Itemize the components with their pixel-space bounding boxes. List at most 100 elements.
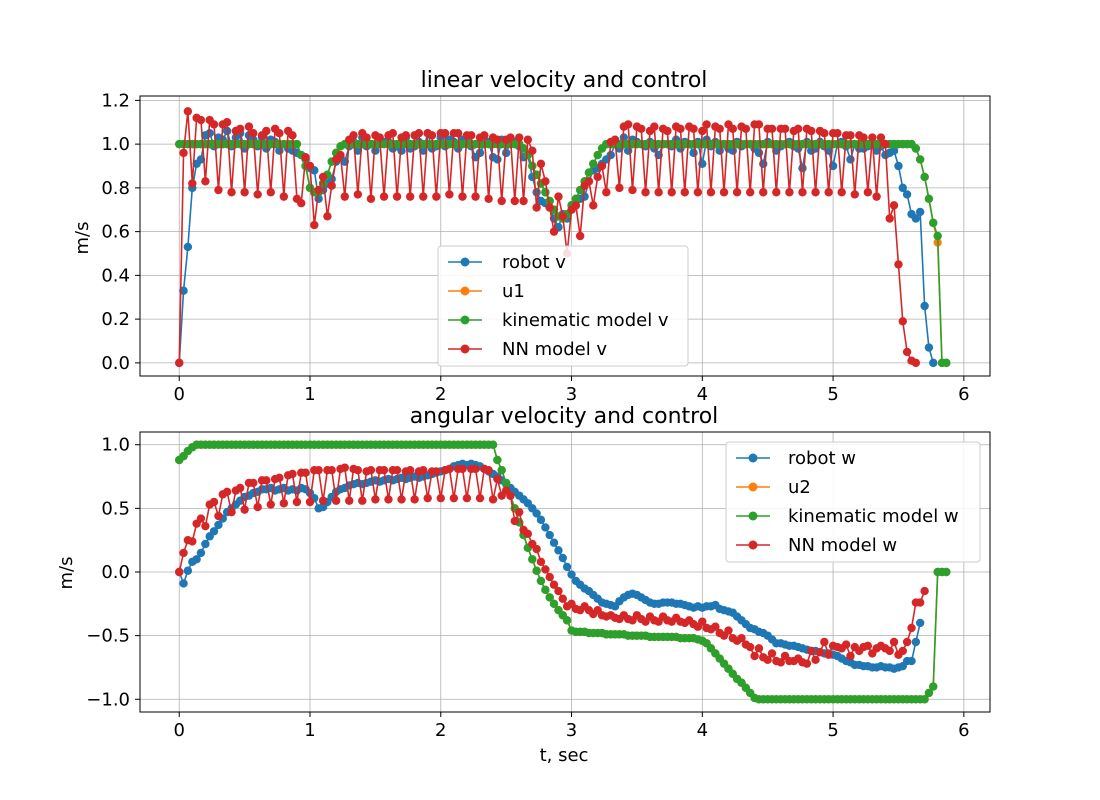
data-point <box>528 555 537 564</box>
data-point <box>885 214 894 223</box>
data-point <box>933 231 942 241</box>
data-point <box>175 358 184 368</box>
data-point <box>235 124 245 134</box>
data-point <box>532 188 541 197</box>
data-point <box>515 507 524 517</box>
data-point <box>859 133 868 142</box>
data-point <box>528 146 537 155</box>
data-point <box>929 218 938 228</box>
legend: robot v u1 kinematic model v NN model v <box>437 245 689 367</box>
data-point <box>802 659 812 668</box>
legend-marker <box>460 344 470 354</box>
data-point <box>793 124 803 134</box>
data-point <box>318 496 328 505</box>
data-point <box>841 640 851 649</box>
data-point <box>445 464 454 474</box>
data-point <box>405 465 415 475</box>
data-point <box>745 188 755 197</box>
data-point <box>815 647 825 657</box>
data-point <box>915 155 925 164</box>
data-point <box>915 598 925 607</box>
data-point <box>549 599 559 609</box>
data-point <box>902 190 912 199</box>
data-point <box>397 495 406 504</box>
data-point <box>545 572 554 582</box>
legend-marker <box>748 540 758 550</box>
data-point <box>397 146 406 155</box>
data-point <box>423 493 432 503</box>
x-tick-label: 3 <box>566 720 577 741</box>
data-point <box>663 126 672 136</box>
plot-frame <box>139 95 991 377</box>
data-point <box>484 194 493 204</box>
data-point <box>528 161 537 171</box>
data-point <box>214 511 223 521</box>
data-point <box>798 163 807 173</box>
data-point <box>349 131 358 140</box>
data-point <box>209 527 219 536</box>
data-point <box>641 188 650 197</box>
legend-box <box>437 245 689 367</box>
x-axis-label: t, sec <box>540 745 589 766</box>
data-point <box>593 150 602 160</box>
data-point <box>889 146 899 155</box>
data-point <box>536 515 546 525</box>
data-point <box>920 586 929 596</box>
data-point <box>549 227 559 236</box>
data-point <box>571 194 581 204</box>
data-point <box>536 159 546 169</box>
data-point <box>907 623 916 633</box>
data-point <box>384 495 393 504</box>
series-line <box>178 111 917 364</box>
data-point <box>911 214 921 223</box>
data-point <box>767 649 777 658</box>
data-point <box>702 120 711 129</box>
data-point <box>872 192 881 201</box>
data-point <box>532 203 541 212</box>
data-point <box>458 464 467 474</box>
data-point <box>545 530 554 540</box>
x-tick-label: 2 <box>435 384 446 405</box>
data-point <box>340 192 349 201</box>
data-point <box>379 192 389 201</box>
data-point <box>201 539 210 549</box>
data-point <box>414 128 424 138</box>
data-point <box>192 555 201 564</box>
data-point <box>820 128 829 138</box>
data-point <box>811 655 820 665</box>
data-point <box>680 188 689 197</box>
data-point <box>314 465 323 475</box>
data-point <box>942 358 951 368</box>
data-point <box>235 483 245 493</box>
data-point <box>497 465 506 475</box>
data-point <box>493 474 502 484</box>
data-point <box>0 359 4 367</box>
data-point <box>462 493 472 503</box>
data-point <box>924 343 934 352</box>
x-tick-label: 1 <box>304 384 315 405</box>
data-point <box>371 495 380 504</box>
data-point <box>876 133 886 142</box>
data-point <box>331 496 341 505</box>
y-tick-label: 0.2 <box>101 309 130 330</box>
data-point <box>942 567 951 577</box>
data-point <box>209 120 219 129</box>
data-point <box>907 656 916 666</box>
data-point <box>798 188 807 197</box>
x-tick-label: 0 <box>174 720 185 741</box>
data-point <box>179 548 188 558</box>
data-point <box>915 618 925 628</box>
x-tick-label: 0 <box>174 384 185 405</box>
x-tick-label: 4 <box>697 720 708 741</box>
data-point <box>471 464 480 474</box>
data-point <box>571 201 581 210</box>
data-point <box>615 183 624 193</box>
data-point <box>288 469 297 479</box>
data-point <box>249 128 258 138</box>
data-point <box>911 358 921 368</box>
data-point <box>541 177 550 186</box>
series-NN-model-v <box>175 107 921 368</box>
x-tick-label: 4 <box>697 384 708 405</box>
data-point <box>340 463 349 472</box>
data-point <box>706 188 716 197</box>
